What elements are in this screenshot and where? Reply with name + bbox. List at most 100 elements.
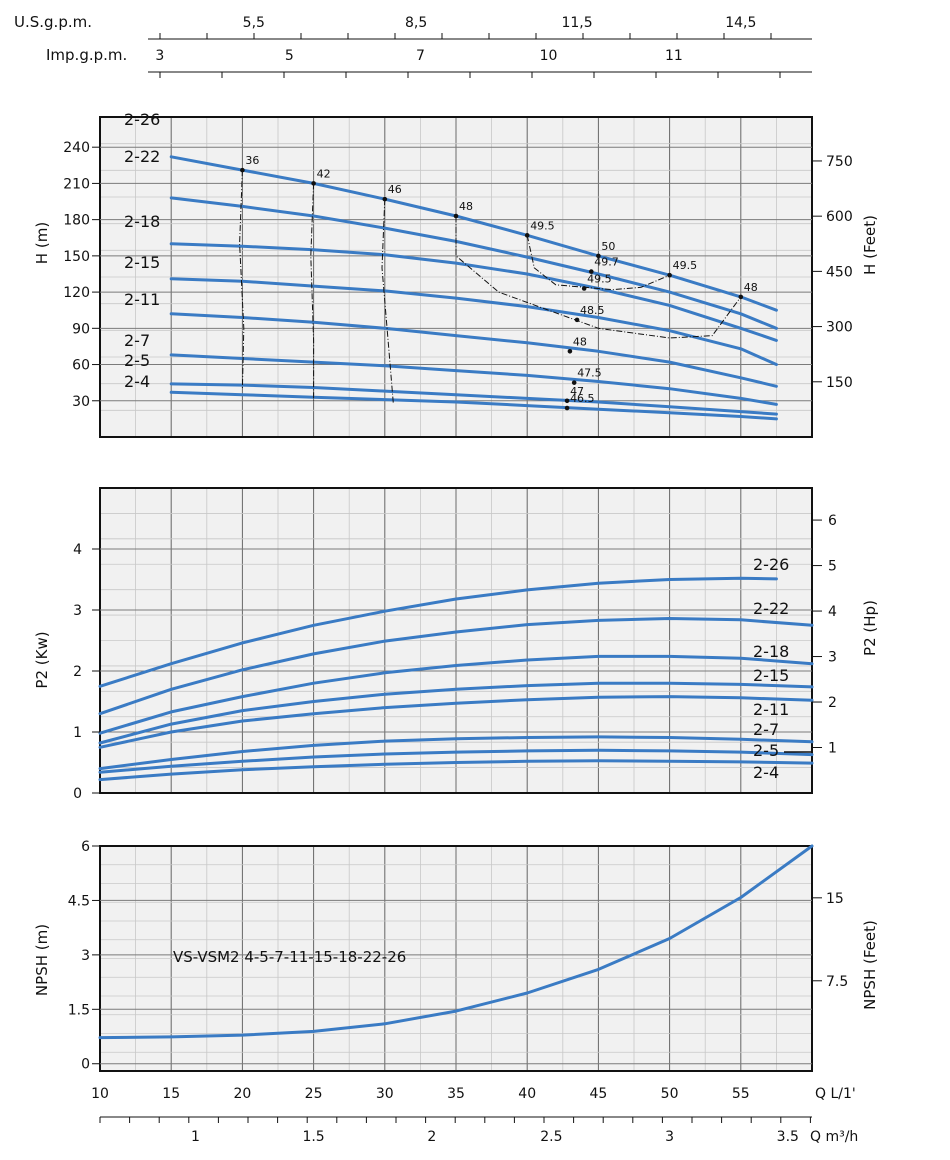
efficiency-label: 46.5 [570,392,595,405]
x2-tick-label: 3 [665,1129,674,1145]
top-axis-tick-label: 11 [665,48,683,64]
efficiency-label: 49.7 [594,256,619,269]
x2-tick-label: 2 [427,1129,436,1145]
y-left-tick-label: 4 [73,542,82,558]
x2-tick-label: 1.5 [302,1129,324,1145]
efficiency-label: 49.5 [530,219,555,232]
y-right-tick-label: 600 [826,209,853,225]
y-left-tick-label: 0 [81,1057,90,1073]
y-left-tick-label: 120 [63,285,90,301]
top-axis-tick-label: 5,5 [243,15,265,31]
h-curve-2-22 [169,196,778,330]
x-tick-label: 15 [162,1086,180,1102]
y-right-tick-label: 4 [828,604,837,620]
y-left-tick-label: 2 [73,664,82,680]
top-axis-label: U.S.g.p.m. [14,13,92,31]
y-axis-label-left: P2 (Kw) [33,631,51,688]
efficiency-label: 47.5 [577,367,602,380]
h-curve-2-18 [169,242,778,342]
efficiency-label: 47 [570,385,584,398]
efficiency-point [574,317,580,323]
efficiency-label: 49.5 [673,259,698,272]
y-axis-label-right: H (Feet) [861,215,879,275]
p2-curve-2-15 [98,681,814,745]
p2-curve-2-4 [98,759,814,782]
efficiency-point [311,181,316,186]
h-curve-2-11 [169,312,778,388]
h-curve-2-15 [169,277,778,366]
x2-tick-label: 1 [191,1129,200,1145]
y-left-tick-label: 1.5 [68,1002,90,1018]
y-right-tick-label: 15 [826,891,844,907]
h-curve-label: 2-22 [124,147,160,166]
y-left-tick-label: 210 [63,176,90,192]
efficiency-label: 48.5 [580,304,605,317]
plot-frame-3 [99,845,813,1072]
top-axis-tick-label: 3 [155,48,164,64]
p2-curve-label: 2-26 [753,555,789,574]
y-axis-label-right: P2 (Hp) [861,600,879,656]
y-left-tick-label: 30 [72,394,90,410]
p2-curve-label: 2-7 [753,720,779,739]
h-curve-2-4 [169,390,778,421]
y-right-tick-label: 5 [828,559,837,575]
efficiency-iso-line [455,216,742,339]
efficiency-label: 48 [744,281,758,294]
y-left-tick-label: 0 [73,786,82,802]
y-right-tick-label: 150 [826,375,853,391]
efficiency-iso-line [310,183,315,401]
h-curve-label: 2-4 [124,372,150,391]
y-right-tick-label: 3 [828,650,837,666]
h-curve-2-5 [169,382,778,416]
efficiency-point [596,253,601,259]
efficiency-point [453,213,459,219]
efficiency-point [564,405,570,411]
x-tick-label: 50 [661,1086,679,1102]
p2-curve-label: 2-15 [753,666,789,685]
x-tick-label: 10 [91,1086,109,1102]
y-left-tick-label: 3 [73,603,82,619]
efficiency-point [564,398,570,404]
h-curve-2-26 [169,155,778,312]
y-axis-label-left: H (m) [33,222,51,264]
efficiency-point [581,286,587,291]
y-left-tick-label: 1 [73,725,82,741]
h-curve-label: 2-26 [124,110,160,129]
efficiency-label: 42 [317,167,331,180]
x2-tick-label: 3.5 [777,1129,799,1145]
top-axis-tick-label: 14,5 [725,15,756,31]
grid-2 [99,488,813,793]
p2-curve-label: 2-4 [753,763,779,782]
y-axis-label-left: NPSH (m) [33,924,51,996]
h-curve-label: 2-18 [124,212,160,231]
top-axis-tick-label: 11,5 [561,15,592,31]
efficiency-point [588,269,594,274]
x-tick-label: 45 [589,1086,607,1102]
efficiency-label: 48 [573,335,587,348]
x-tick-label: 25 [305,1086,323,1102]
y-right-tick-label: 750 [826,154,853,170]
efficiency-point [524,233,530,238]
p2-curve-2-5 [98,748,814,774]
y-right-tick-label: 7.5 [826,974,848,990]
x-tick-label: 40 [518,1086,536,1102]
p2-curve-label: 2-5 [753,741,779,760]
p2-curve-label: 2-22 [753,599,789,618]
npsh-curve [98,844,814,1040]
plot-frame-2 [99,487,813,794]
y-left-tick-label: 6 [81,839,90,855]
h-curve-label: 2-15 [124,253,160,272]
y-right-tick-label: 2 [828,695,837,711]
p2-curve-label: 2-18 [753,642,789,661]
p2-curve-2-22 [98,617,814,716]
grid-3 [99,846,813,1071]
efficiency-point [571,380,577,385]
top-axis-tick-label: 8,5 [405,15,427,31]
x-tick-label: 55 [732,1086,750,1102]
efficiency-point [567,348,573,354]
p2-curve-2-26 [98,576,778,688]
p2-curve-2-11 [98,695,814,749]
efficiency-point [382,196,388,202]
efficiency-iso-line [381,199,394,404]
